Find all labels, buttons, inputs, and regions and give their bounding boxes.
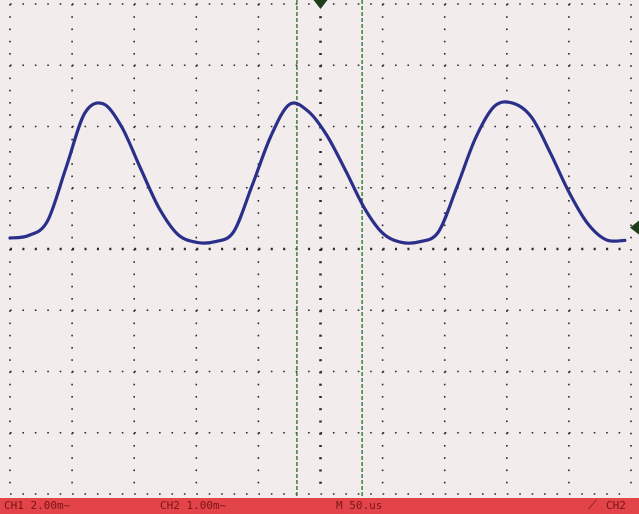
trace-sample-point — [157, 206, 161, 210]
trace-sample-point — [46, 220, 49, 223]
trace-sample-point — [567, 190, 571, 194]
trace-sample-point — [437, 230, 440, 233]
trace-sample-point — [586, 222, 589, 225]
trace-sample-point — [213, 240, 217, 243]
trace-sample-point — [455, 185, 459, 188]
trigger-level-icon — [630, 220, 639, 235]
trigger-position-icon — [313, 0, 328, 9]
trace-sample-point — [418, 240, 422, 243]
time-cursors — [296, 0, 363, 498]
trace-sample-point — [251, 184, 254, 187]
trace-sample-point — [64, 166, 68, 170]
ch2-scale: CH2 1.00m~ — [160, 499, 227, 512]
waveform-trace — [8, 100, 627, 245]
trace-sample-point — [288, 103, 291, 106]
waveform-screen — [0, 0, 639, 498]
status-bar: CH1 2.00m~ CH2 1.00m~ M 50.us ⟋ CH2 — [0, 498, 639, 514]
trace-sample-point — [83, 112, 86, 115]
trace-sample-point — [27, 234, 30, 237]
waveform-plot — [8, 0, 639, 498]
trace-sample-point — [139, 166, 142, 170]
trace-sample-point — [493, 105, 496, 108]
markers — [313, 0, 639, 235]
trace-sample-point — [400, 241, 403, 244]
timebase: M 50.us — [336, 499, 383, 512]
trace-sample-point — [176, 233, 179, 236]
trace-sample-point — [605, 238, 608, 241]
trace-sample-point — [269, 135, 272, 138]
trace-layer — [8, 100, 627, 245]
trace-sample-point — [8, 236, 12, 240]
trace-sample-point — [325, 133, 328, 137]
graticule — [9, 3, 632, 495]
trace-sample-point — [474, 136, 477, 139]
trace-sample-point — [120, 125, 124, 129]
ch1-scale: CH1 2.00m~ — [4, 499, 71, 512]
trace-sample-point — [101, 102, 105, 106]
trace-sample-point — [232, 230, 235, 233]
trace-sample-point — [549, 151, 552, 154]
trace-sample-point — [306, 110, 310, 113]
trace-sample-point — [195, 241, 198, 244]
trace-sample-point — [362, 206, 366, 209]
trigger-source: CH2 — [606, 499, 626, 512]
trace-sample-point — [511, 102, 515, 105]
trace-sample-point — [623, 239, 626, 242]
trace-sample-point — [381, 231, 384, 235]
trigger-slope-icon: ⟋ — [588, 498, 598, 513]
trace-sample-point — [530, 116, 533, 119]
trace-sample-point — [344, 168, 347, 172]
